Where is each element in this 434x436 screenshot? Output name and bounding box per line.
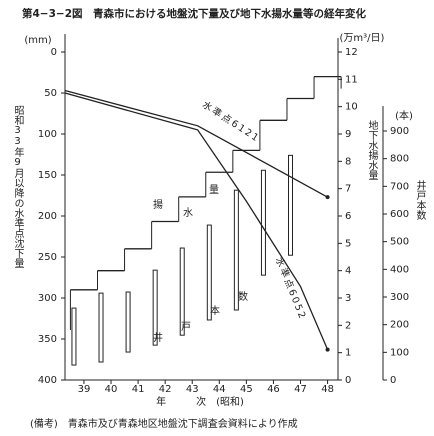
chart-title: 第4−3−2図 青森市における地盤沈下量及び地下水揚水量等の経年変化 [22, 7, 367, 20]
y3-tick-label: 800 [390, 154, 409, 165]
y3-tick-label: 200 [390, 320, 409, 331]
x-tick-label: 42 [159, 384, 172, 395]
annotation: 水準点6121 [200, 99, 262, 145]
y2-tick-label: 6 [345, 211, 351, 222]
y-tick-label: 300 [38, 293, 57, 304]
line-end-dot [325, 195, 330, 200]
annotation: 本 [210, 304, 220, 317]
y3-tick-label: 0 [390, 375, 396, 386]
x-tick-label: 40 [105, 384, 118, 395]
y2-tick-label: 1 [345, 348, 351, 359]
annotation: 量 [209, 184, 219, 196]
y2-axis-label: 地下水揚水量 [366, 119, 378, 180]
x-tick-label: 45 [240, 384, 253, 395]
note: (備考) 青森市及び青森地区地盤沈下調査会資料により作成 [30, 417, 298, 430]
annotation: 井 [153, 331, 163, 344]
y-tick-label: 150 [38, 170, 57, 181]
y2-tick-label: 7 [345, 184, 351, 195]
y3-tick-label: 900 [390, 126, 409, 137]
y3-tick-label: 100 [390, 347, 409, 358]
y2-tick-label: 5 [345, 238, 351, 249]
annotation: 水準点6052 [273, 256, 309, 322]
well-count-bar [233, 189, 239, 311]
y2-tick-label: 11 [345, 74, 358, 85]
y2-tick-label: 2 [345, 320, 351, 331]
y2-tick-label: 0 [345, 375, 351, 386]
x-tick-label: 47 [294, 384, 307, 395]
y-tick-label: 50 [44, 88, 57, 99]
well-count-bar [206, 224, 212, 321]
y2-tick-label: 12 [345, 47, 358, 58]
y3-tick-label: 700 [390, 181, 409, 192]
x-tick-label: 43 [186, 384, 199, 395]
annotation: 数 [238, 290, 248, 303]
annotation: 戸 [181, 321, 191, 333]
y2-tick-label: 10 [345, 102, 358, 113]
y-tick-label: 0 [51, 47, 57, 58]
x-tick-label: 48 [321, 384, 334, 395]
y-unit: (mm) [24, 35, 51, 46]
y3-unit: (本) [395, 109, 413, 122]
y2-tick-label: 3 [345, 293, 351, 304]
x-tick-label: 39 [78, 384, 91, 395]
y2-tick-label: 8 [345, 156, 351, 167]
subsidence-line [64, 92, 329, 350]
well-count-bar [98, 292, 104, 363]
y2-unit: (万m³/日) [340, 33, 385, 44]
line-end-dot [325, 347, 330, 352]
y3-axis-label: 井戸本数 [414, 179, 426, 221]
y3-tick-label: 400 [390, 264, 409, 275]
well-count-bar [125, 291, 131, 353]
y2-tick-label: 4 [345, 266, 351, 277]
well-count-bar [260, 169, 266, 276]
well-count-bar [179, 247, 185, 336]
annotation: 水 [183, 207, 193, 219]
x-tick-label: 44 [213, 384, 226, 395]
well-count-bar [152, 269, 158, 346]
subsidence-line [64, 89, 328, 198]
y-tick-label: 400 [38, 375, 57, 386]
well-count-bar [71, 307, 77, 366]
y3-tick-label: 300 [390, 292, 409, 303]
y2-tick-label: 9 [345, 129, 351, 140]
y3-tick-label: 600 [390, 209, 409, 220]
x-axis-label: 年 次 (昭和) [156, 395, 244, 408]
y-axis-label: 昭和33年9月以降の水準点沈下量 [12, 105, 24, 268]
well-count-bar [288, 154, 294, 256]
y-tick-label: 100 [38, 129, 57, 140]
annotation: 揚 [153, 198, 163, 211]
x-tick-label: 46 [267, 384, 280, 395]
x-tick-label: 41 [132, 384, 145, 395]
y-tick-label: 350 [38, 334, 57, 345]
y3-tick-label: 500 [390, 237, 409, 248]
y-tick-label: 200 [38, 211, 57, 222]
y-tick-label: 250 [38, 252, 57, 263]
